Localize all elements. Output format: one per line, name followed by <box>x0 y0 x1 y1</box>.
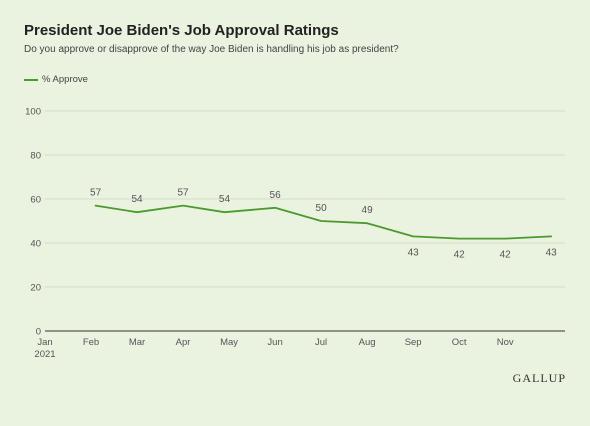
x-tick-label: Feb <box>83 337 99 348</box>
legend: % Approve <box>24 74 88 85</box>
x-tick-label: Jun <box>267 337 282 348</box>
x-year-label: 2021 <box>34 349 55 360</box>
x-tick-label: Aug <box>359 337 376 348</box>
data-label: 57 <box>177 188 189 199</box>
data-label: 54 <box>131 194 143 205</box>
y-tick-label: 40 <box>30 239 41 250</box>
data-label: 50 <box>316 203 328 214</box>
x-tick-label: May <box>220 337 238 348</box>
x-tick-label: Sep <box>405 337 422 348</box>
y-tick-label: 80 <box>30 151 41 162</box>
y-tick-label: 20 <box>30 283 41 294</box>
x-tick-label: Oct <box>452 337 467 348</box>
data-label: 43 <box>546 247 558 258</box>
legend-label: % Approve <box>42 74 88 85</box>
gallup-logo: GALLUP <box>512 371 566 385</box>
data-label: 43 <box>408 247 420 258</box>
chart-subtitle: Do you approve or disapprove of the way … <box>24 44 399 55</box>
data-label: 49 <box>362 205 374 216</box>
x-tick-label: Jul <box>315 337 327 348</box>
approve-series-line <box>94 204 553 240</box>
data-label: 42 <box>454 250 466 261</box>
x-tick-label: Nov <box>497 337 514 348</box>
x-tick-label: Mar <box>129 337 145 348</box>
x-tick-label: Apr <box>176 337 191 348</box>
data-label: 57 <box>90 188 102 199</box>
x-tick-label: Jan <box>37 337 52 348</box>
data-label: 54 <box>219 194 231 205</box>
chart-title: President Joe Biden's Job Approval Ratin… <box>24 22 339 39</box>
legend-line-swatch <box>24 78 38 81</box>
y-tick-label: 0 <box>36 327 41 338</box>
data-label: 42 <box>500 250 512 261</box>
y-tick-label: 100 <box>25 107 41 118</box>
data-label: 56 <box>270 190 282 201</box>
y-tick-label: 60 <box>30 195 41 206</box>
